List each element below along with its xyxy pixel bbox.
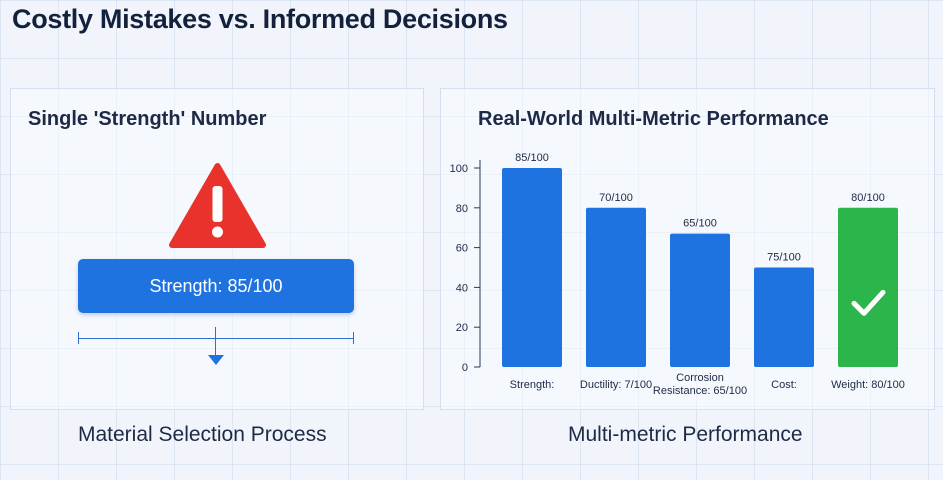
- scale-left-tick: [78, 332, 79, 344]
- category-label: Strength:: [510, 379, 555, 391]
- scale-stem: [215, 327, 216, 355]
- bar-value-label: 80/100: [851, 192, 885, 204]
- scale-down-arrow-icon: [208, 355, 224, 365]
- bar-value-label: 70/100: [599, 192, 633, 204]
- strength-score-box: Strength: 85/100: [78, 259, 354, 313]
- right-panel-heading: Real-World Multi-Metric Performance: [478, 108, 829, 130]
- bar: [754, 267, 814, 367]
- scale-line: [78, 338, 354, 339]
- y-tick-label: 80: [456, 203, 468, 215]
- y-tick-label: 0: [462, 362, 468, 374]
- bar: [670, 233, 730, 367]
- category-label: Resistance: 65/100: [653, 385, 747, 397]
- category-label: Cost:: [771, 379, 797, 391]
- checkmark-icon: [851, 289, 886, 316]
- y-tick-label: 100: [450, 163, 468, 175]
- bar-value-label: 85/100: [515, 152, 549, 164]
- bar: [502, 168, 562, 367]
- right-caption: Multi-metric Performance: [568, 423, 803, 446]
- category-label: Weight: 80/100: [831, 379, 905, 391]
- category-label: Corrosion: [676, 372, 724, 384]
- bar: [838, 207, 898, 367]
- y-tick-label: 20: [456, 322, 468, 334]
- bar-value-label: 65/100: [683, 218, 717, 230]
- category-label: Ductility: 7/100: [580, 379, 652, 391]
- bar-chart: 0 20 40 60 80 100 85/100 Strength: 70/100 Ductili…: [450, 152, 905, 397]
- bar-value-label: 75/100: [767, 252, 801, 264]
- page-title: Costly Mistakes vs. Informed Decisions: [12, 4, 508, 34]
- warning-triangle-icon: [169, 163, 266, 248]
- bar: [586, 207, 646, 367]
- left-panel-heading: Single 'Strength' Number: [28, 108, 267, 130]
- scale-right-tick: [353, 332, 354, 344]
- y-tick-label: 40: [456, 282, 468, 294]
- y-tick-label: 60: [456, 243, 468, 255]
- left-caption: Material Selection Process: [78, 423, 327, 446]
